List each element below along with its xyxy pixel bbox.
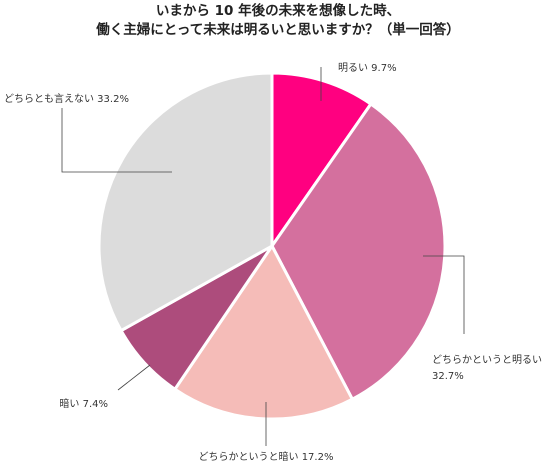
slice-label-3: どちらかというと暗い 17.2% bbox=[199, 450, 334, 463]
slice-label-4: 暗い 7.4% bbox=[59, 397, 108, 410]
slice-label-2-line-1: どちらかというと明るい bbox=[432, 354, 542, 366]
slice-label-5: どちらとも言えない 33.2% bbox=[4, 92, 129, 105]
chart-title-line-1: いまから 10 年後の未来を想像した時、 bbox=[155, 3, 401, 19]
leader-line-2 bbox=[423, 255, 465, 334]
pie-slice-5 bbox=[97, 71, 274, 333]
pie-slice-1 bbox=[270, 71, 373, 248]
chart-title-line-2: 働く主婦にとって未来は明るいと思いますか？（単一回答） bbox=[96, 22, 460, 38]
pie-slice-3 bbox=[173, 244, 354, 421]
slice-label-2-line-2: 32.7% bbox=[432, 371, 464, 382]
leader-line-4 bbox=[117, 364, 151, 391]
slice-label-1: 明るい 9.7% bbox=[338, 62, 397, 74]
leader-line-5 bbox=[61, 108, 172, 173]
